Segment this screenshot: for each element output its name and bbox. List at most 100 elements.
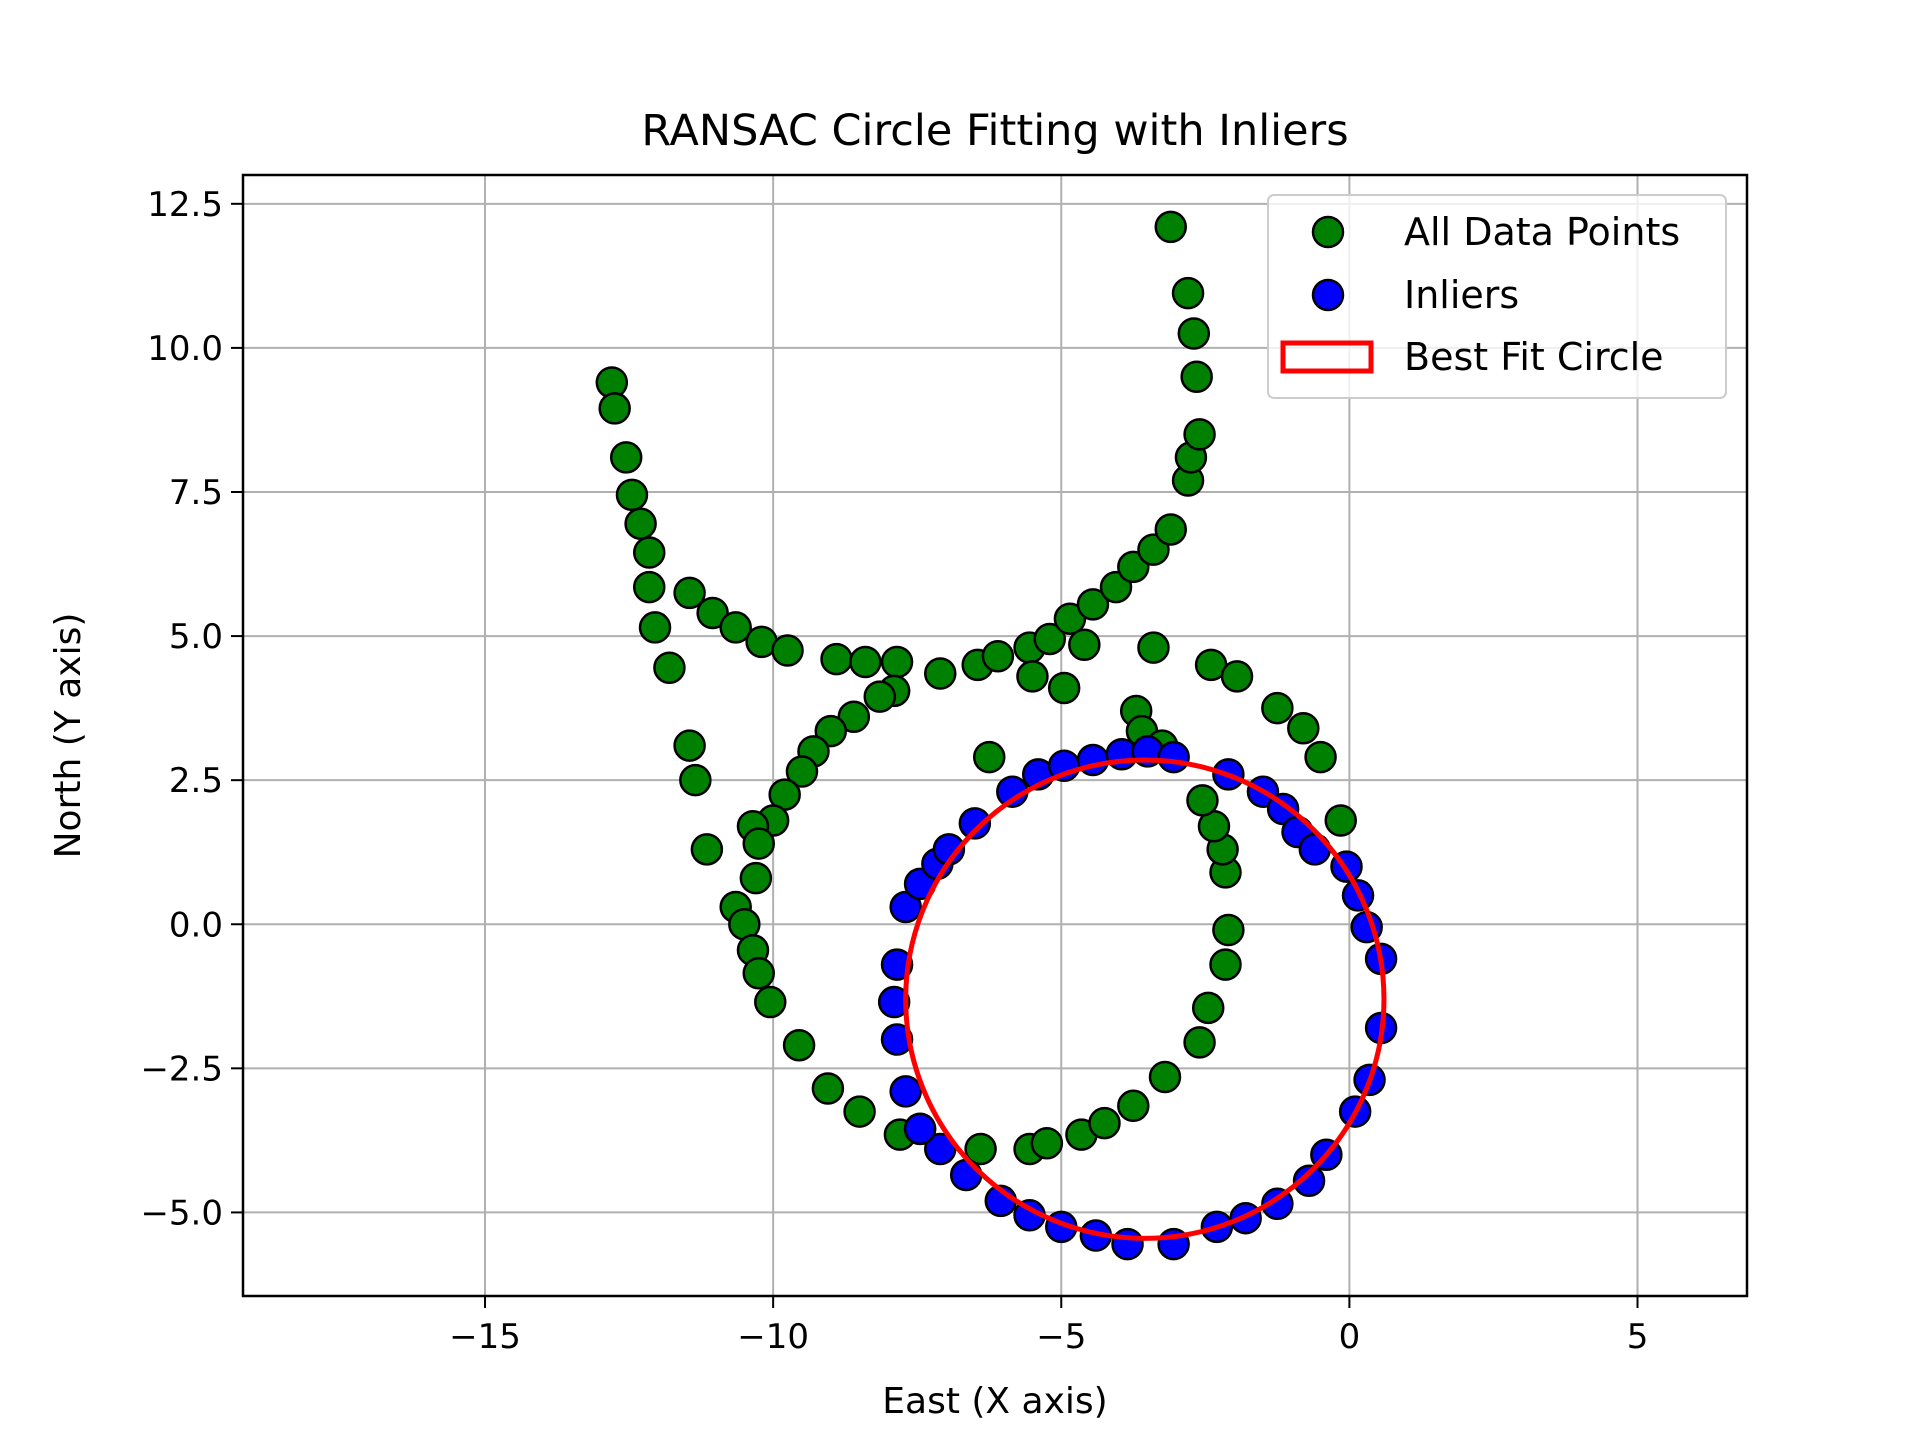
data-point [863,680,897,713]
data-point [1016,660,1049,693]
y-tick-label: −2.5 [140,1049,223,1089]
x-tick-label: 0 [1339,1317,1361,1357]
inlier-point [889,890,922,924]
chart-title: RANSAC Circle Fitting with Inliers [641,106,1348,156]
data-point [782,1029,816,1062]
y-axis-label: North (Y axis) [48,613,89,859]
legend-label-inliers: Inliers [1404,273,1519,317]
x-tick-label: −10 [737,1317,809,1357]
data-point [785,755,819,788]
data-point [1053,602,1087,636]
data-point [1148,1060,1182,1094]
data-point [964,1132,997,1166]
data-point [1183,1026,1216,1059]
grid [243,175,1747,1296]
inlier-point [877,985,911,1019]
data-point [1180,360,1213,393]
data-point [1304,740,1337,774]
data-point [1076,588,1110,621]
data-point [843,1095,876,1128]
data-point [1137,631,1170,664]
data-point [1033,622,1066,656]
data-point [837,700,871,734]
legend: All Data Points Inliers Best Fit Circle [1267,194,1727,399]
data-point [1171,276,1205,310]
legend-marker-all-data-points [1311,215,1345,249]
data-point [820,642,853,676]
inlier-point [958,807,992,840]
data-point [1088,1106,1121,1140]
data-point [1261,691,1294,725]
data-point [924,657,957,690]
legend-marker-inliers [1311,278,1345,312]
data-point [742,956,775,990]
data-point [673,729,706,762]
inlier-point [949,1158,983,1192]
x-tick-label: −15 [449,1317,521,1357]
data-point [653,651,686,685]
y-tick-label: 10.0 [147,329,223,369]
plot-frame [241,173,1749,1298]
inlier-point [880,948,914,981]
data-point [811,1072,845,1105]
legend-label-all-data-points: All Data Points [1404,210,1680,254]
data-point [1287,712,1320,745]
data-point [696,596,729,630]
data-point [633,570,666,604]
y-tick-label: 5.0 [169,617,223,657]
data-point [1186,784,1219,817]
data-point [880,645,914,679]
y-tick-label: 2.5 [169,761,223,801]
inlier-point [889,1075,922,1108]
data-point [638,611,672,644]
data-point [742,827,775,860]
data-point [1220,660,1254,693]
data-point [1191,991,1225,1025]
legend-marker-best-fit-circle [1280,340,1374,374]
x-tick-label: −5 [1036,1317,1086,1357]
inlier-point [880,1023,914,1056]
data-point [673,576,706,610]
best-fit-circle [903,757,1387,1241]
data-point [1212,913,1245,947]
y-tick-label: −5.0 [140,1193,223,1233]
data-point [1030,1127,1064,1160]
data-point [754,985,787,1019]
data-point [624,507,657,540]
data-point [1324,804,1357,837]
data-point [690,833,724,866]
plot-data [595,210,1398,1261]
legend-label-best-fit-circle: Best Fit Circle [1404,335,1664,379]
axis-ticks: −15 −10 −5 0 5 −5.0 −2.5 0.0 2.5 5.0 7.5 10.0 12.5 [140,185,1648,1357]
x-axis-label: East (X axis) [882,1381,1107,1422]
x-tick-label: 5 [1627,1317,1649,1357]
data-point [1068,628,1101,661]
data-point [981,640,1015,673]
data-point [598,392,631,425]
inlier-point [1261,1187,1294,1221]
inlier-point [1292,1164,1326,1197]
y-tick-label: 12.5 [147,185,223,225]
data-point [1154,210,1188,244]
data-point [1209,948,1242,981]
inlier-point [903,1112,937,1146]
data-point [972,740,1006,774]
data-point [1117,1089,1150,1123]
data-point [1154,513,1188,546]
data-point [1183,418,1216,451]
data-point [771,634,804,667]
data-point [633,536,666,569]
data-point [739,861,773,895]
data-point [849,645,882,679]
y-tick-label: 0.0 [169,905,223,945]
data-point [719,611,752,644]
data-point [615,478,649,512]
data-point [679,763,712,797]
data-point [609,441,643,474]
y-tick-label: 7.5 [169,473,223,513]
inlier-point [1111,1227,1144,1261]
data-point [1177,317,1211,350]
legend-box [1267,194,1727,399]
inlier-point [1157,740,1190,774]
